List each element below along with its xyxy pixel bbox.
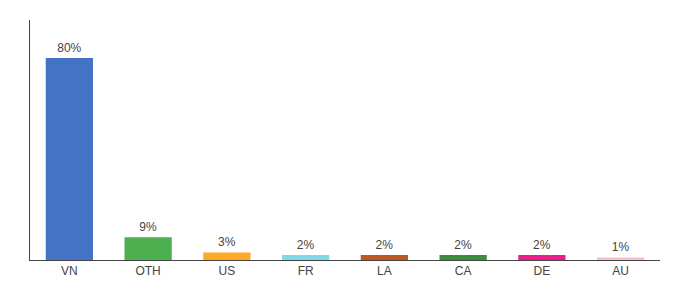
- svg-text:US: US: [219, 264, 236, 278]
- svg-text:2%: 2%: [297, 238, 315, 252]
- svg-text:DE: DE: [534, 264, 551, 278]
- svg-text:2%: 2%: [376, 238, 394, 252]
- svg-text:3%: 3%: [218, 235, 236, 249]
- svg-text:2%: 2%: [533, 238, 551, 252]
- svg-text:VN: VN: [61, 264, 78, 278]
- svg-text:1%: 1%: [612, 240, 630, 254]
- svg-text:2%: 2%: [454, 238, 472, 252]
- svg-text:80%: 80%: [57, 41, 81, 55]
- svg-text:FR: FR: [298, 264, 314, 278]
- svg-text:CA: CA: [455, 264, 472, 278]
- svg-text:AU: AU: [612, 264, 629, 278]
- svg-text:LA: LA: [377, 264, 392, 278]
- svg-text:OTH: OTH: [135, 264, 160, 278]
- svg-text:9%: 9%: [139, 220, 157, 234]
